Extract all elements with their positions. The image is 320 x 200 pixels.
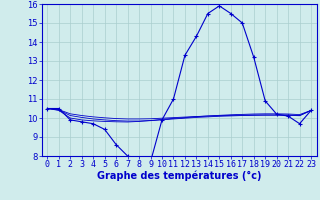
X-axis label: Graphe des températures (°c): Graphe des températures (°c) (97, 171, 261, 181)
